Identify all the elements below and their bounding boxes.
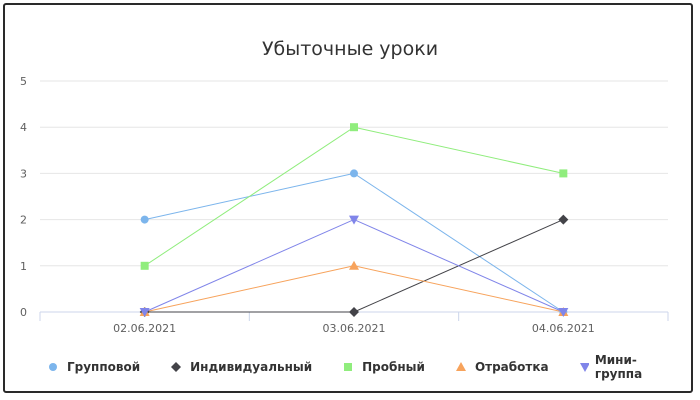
legend-label: Отработка (474, 360, 549, 374)
legend-marker (579, 363, 589, 372)
x-tick-label: 02.06.2021 (113, 322, 176, 335)
chart-container: Убыточные уроки 0 1 2 3 4 5 02.06.2021 03.06.20… (3, 3, 693, 393)
legend-item[interactable]: Индивидуальный (168, 360, 312, 374)
series-line-3 (144, 265, 564, 313)
legend-marker (171, 362, 182, 372)
data-point-1-2[interactable] (558, 214, 569, 225)
legend-label: Мини-группа (594, 353, 643, 381)
data-point-0-1[interactable] (350, 169, 358, 178)
legend-symbol-icon (579, 363, 589, 372)
chart-title: Убыточные уроки (261, 38, 439, 60)
series-line-2 (144, 126, 564, 267)
y-tick-label: 4 (20, 121, 27, 134)
legend-item[interactable]: Групповой (45, 360, 140, 374)
x-tick-label: 03.06.2021 (323, 322, 386, 335)
legend-item[interactable]: Мини-группа (577, 353, 663, 381)
data-point-3-1[interactable] (349, 260, 359, 270)
data-point-2-2[interactable] (559, 169, 568, 178)
data-point-4-1[interactable] (349, 215, 359, 225)
y-tick-label: 2 (20, 214, 27, 227)
legend-symbol-icon (49, 363, 57, 371)
y-tick-label: 5 (20, 75, 27, 88)
line-chart: 0 1 2 3 4 5 02.06.2021 03.06.2021 04.06.2021 (20, 75, 669, 335)
y-tick-label: 3 (20, 167, 27, 180)
data-point-4-2[interactable] (558, 308, 569, 317)
series-line-0 (144, 172, 564, 313)
data-point-4-0[interactable] (139, 308, 150, 317)
x-tick-label: 04.06.2021 (532, 322, 595, 335)
legend-item[interactable]: Пробный (340, 360, 425, 374)
legend-marker (344, 363, 353, 371)
data-point-1-1[interactable] (349, 307, 359, 317)
legend-item[interactable]: Отработка (453, 360, 549, 374)
y-tick-label: 1 (20, 260, 27, 273)
legend-symbol-icon (344, 363, 353, 371)
legend-marker (455, 362, 466, 371)
legend-symbol-icon (455, 362, 466, 371)
legend-symbol-icon (171, 362, 182, 372)
legend-label: Пробный (362, 360, 425, 374)
legend-marker (49, 363, 57, 371)
y-tick-label: 0 (20, 306, 27, 319)
chart-legend: Групповой Индивидуальный Пробный Отработка М… (45, 353, 691, 381)
data-point-2-0[interactable] (140, 261, 149, 270)
legend-label: Групповой (67, 360, 141, 374)
legend-label: Индивидуальный (190, 360, 313, 374)
data-point-0-0[interactable] (140, 215, 149, 224)
data-point-2-1[interactable] (350, 123, 358, 132)
